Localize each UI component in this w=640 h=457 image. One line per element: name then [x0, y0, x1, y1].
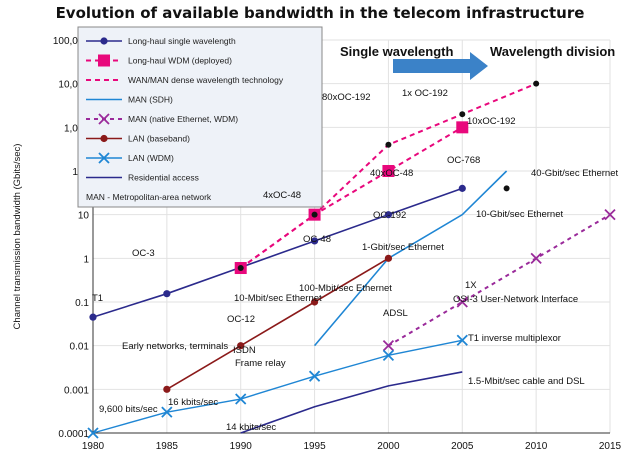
annotation: ISDN — [233, 345, 256, 356]
annotation: 14 kbits/sec — [226, 422, 276, 433]
region-label: Single wavelength — [340, 44, 453, 59]
data-point — [237, 342, 245, 350]
annotation: 10-Mbit/sec Ethernet — [234, 293, 322, 304]
legend-label: Long-haul WDM (deployed) — [128, 56, 232, 66]
x-tick-label: 1985 — [156, 441, 179, 452]
y-tick-label: 1,000 — [64, 123, 89, 134]
data-point — [89, 313, 97, 321]
data-point — [604, 209, 616, 221]
y-tick-label: 10,000 — [58, 80, 89, 91]
annotation: 10xOC-192 — [467, 116, 516, 127]
x-tick-label: 1995 — [303, 441, 326, 452]
data-point — [456, 334, 468, 346]
legend-marker — [98, 113, 110, 125]
annotation: 10-Gbit/sec Ethernet — [476, 209, 563, 220]
data-point — [310, 237, 319, 245]
data-point — [163, 290, 171, 298]
annotation: OC-192 — [373, 210, 406, 221]
region-label: Wavelength division — [490, 44, 615, 59]
y-tick-label: 0.01 — [70, 342, 90, 353]
series-line — [92, 339, 463, 434]
legend-label: Residential access — [128, 173, 199, 183]
legend-marker — [98, 54, 110, 67]
data-point — [308, 370, 321, 382]
y-tick-label: 0.0001 — [58, 429, 89, 440]
data-point — [311, 211, 318, 218]
legend-label: LAN (baseband) — [128, 134, 190, 144]
annotation: 1-Gbit/sec Ethernet — [362, 242, 444, 253]
data-point — [163, 385, 171, 393]
y-tick-label: 0.001 — [64, 385, 89, 396]
data-point — [237, 265, 244, 272]
legend-label: Long-haul single wavelength — [128, 36, 236, 46]
y-tick-label: 10 — [78, 211, 90, 222]
legend-marker — [100, 134, 108, 143]
legend-label: WAN/MAN dense wavelength technology — [128, 75, 284, 85]
x-tick-label: 1990 — [230, 441, 253, 452]
annotation: OC-48 — [303, 234, 331, 245]
annotation: 16 kbits/sec — [168, 397, 218, 408]
data-point — [385, 141, 392, 148]
annotation: 40-Gbit/sec Ethernet — [531, 168, 618, 179]
annotation: ADSL — [383, 308, 408, 319]
legend-marker — [98, 152, 110, 164]
annotation: 4xOC-48 — [263, 190, 301, 201]
annotation: OC-12 — [227, 314, 255, 325]
x-tick-label: 2005 — [451, 441, 474, 452]
data-point — [382, 349, 395, 361]
data-point — [530, 252, 542, 264]
data-point — [382, 340, 395, 352]
annotation: 1.5-Mbit/sec cable and DSL — [468, 376, 585, 387]
annotation: T1 — [92, 293, 103, 304]
data-point — [456, 296, 468, 308]
series-line — [166, 257, 389, 391]
x-tick-label: 1980 — [82, 441, 105, 452]
data-point — [235, 393, 247, 405]
y-axis-label: Channel transmission bandwidth (Gbits/se… — [12, 144, 23, 330]
data-point — [458, 184, 466, 192]
legend-label: MAN (SDH) — [128, 95, 173, 105]
data-point — [310, 298, 319, 306]
series-line — [313, 170, 508, 347]
y-tick-label: 0.1 — [75, 298, 89, 309]
annotation: 9,600 bits/sec — [99, 404, 158, 415]
series-line — [387, 213, 611, 347]
data-point — [384, 211, 393, 219]
data-point — [456, 121, 469, 134]
annotation: 1X — [465, 280, 477, 291]
series-line — [240, 371, 463, 434]
legend-marker — [100, 37, 108, 45]
data-point — [382, 165, 395, 177]
x-tick-label: 2015 — [599, 441, 622, 452]
y-tick-label: 100,000 — [53, 36, 90, 47]
data-point — [161, 406, 173, 418]
annotation: 1x OC-192 — [402, 88, 448, 99]
transition-arrow — [393, 52, 488, 80]
x-tick-label: 2000 — [377, 441, 400, 452]
annotation: Frame relay — [235, 358, 286, 369]
data-point — [503, 185, 510, 192]
annotation: T1 inverse multiplexor — [468, 333, 561, 344]
annotation: 40xOC-48 — [370, 168, 413, 179]
series-line — [92, 187, 463, 318]
data-point — [87, 427, 99, 439]
y-tick-label: 1 — [83, 254, 89, 265]
data-point — [459, 111, 466, 118]
annotation: Early networks, terminals — [122, 341, 228, 352]
annotation: OSI-3 User-Network Interface — [453, 294, 578, 305]
annotation: OC-768 — [447, 155, 480, 166]
annotation: OC-3 — [132, 248, 155, 259]
x-tick-label: 2010 — [525, 441, 548, 452]
legend-note: MAN - Metropolitan-area network — [86, 192, 212, 202]
data-point — [533, 80, 540, 87]
legend-label: MAN (native Ethernet, WDM) — [128, 114, 238, 124]
annotation: 80xOC-192 — [322, 92, 371, 103]
data-point — [384, 254, 393, 262]
annotation: 100-Mbit/sec Ethernet — [299, 283, 392, 294]
chart-title: Evolution of available bandwidth in the … — [55, 4, 585, 22]
legend-label: LAN (WDM) — [128, 153, 174, 163]
